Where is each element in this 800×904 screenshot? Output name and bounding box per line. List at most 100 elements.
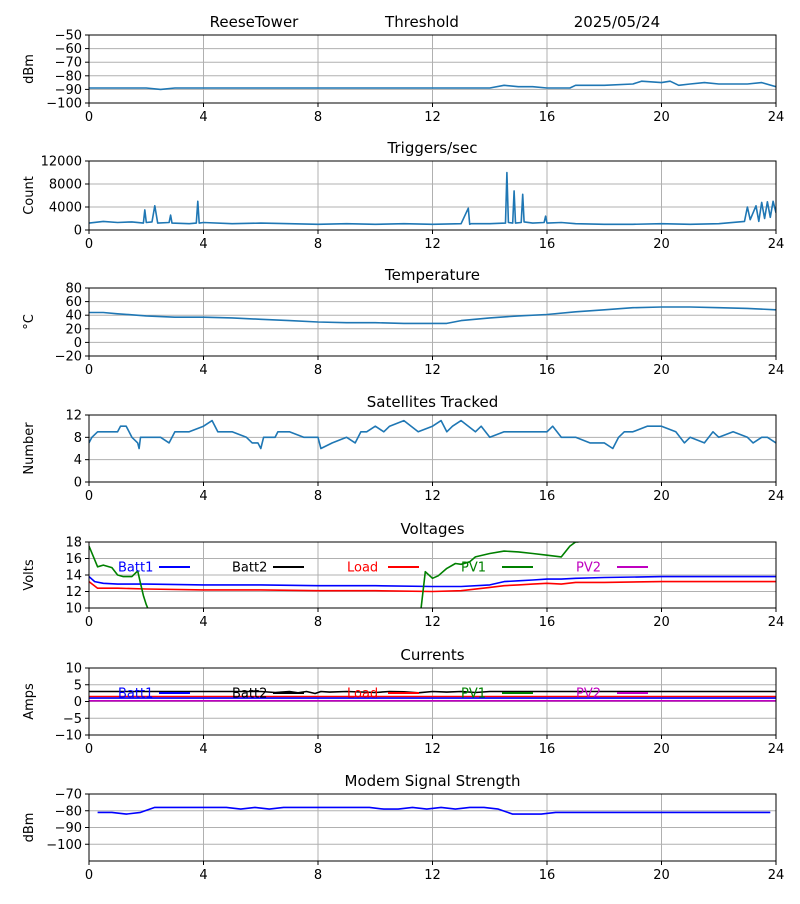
x-tick-label: 12 bbox=[424, 363, 441, 378]
x-tick-label: 0 bbox=[85, 363, 93, 378]
y-tick-label: 12000 bbox=[41, 155, 82, 170]
y-tick-label: −70 bbox=[55, 56, 82, 71]
y-axis-label: Count bbox=[22, 176, 37, 215]
legend-label-pv1: PV1 bbox=[461, 561, 486, 576]
y-tick-label: −100 bbox=[46, 97, 82, 112]
x-tick-label: 0 bbox=[85, 237, 93, 252]
x-tick-label: 0 bbox=[85, 110, 93, 125]
y-axis-label: Amps bbox=[22, 683, 37, 720]
y-tick-label: 8000 bbox=[49, 178, 82, 193]
y-tick-label: 8 bbox=[74, 431, 82, 446]
x-tick-label: 12 bbox=[424, 237, 441, 252]
x-tick-label: 4 bbox=[199, 615, 207, 630]
series-line-data bbox=[89, 419, 776, 450]
x-tick-label: 12 bbox=[424, 110, 441, 125]
y-tick-label: −70 bbox=[55, 788, 82, 803]
y-tick-label: 18 bbox=[65, 536, 82, 551]
x-tick-label: 0 bbox=[85, 742, 93, 757]
y-axis-label: Volts bbox=[22, 559, 37, 591]
y-tick-label: −90 bbox=[55, 821, 82, 836]
x-tick-label: 4 bbox=[199, 363, 207, 378]
y-tick-label: −20 bbox=[55, 350, 82, 365]
chart-modem: 0 4 8 12 16 20 24 −100 −90 −80−70 Modem Signal Str… bbox=[22, 772, 784, 883]
header-site: ReeseTower bbox=[210, 13, 300, 31]
series-line-pv1 bbox=[89, 545, 149, 608]
y-axis-label: dBm bbox=[22, 54, 37, 84]
x-tick-label: 8 bbox=[314, 237, 322, 252]
series-line-load bbox=[89, 580, 776, 593]
y-tick-label: −50 bbox=[55, 29, 82, 44]
x-tick-label: 20 bbox=[653, 489, 670, 504]
chart-title: Voltages bbox=[400, 520, 464, 538]
y-tick-label: −100 bbox=[46, 838, 82, 853]
series-line-pv1 bbox=[420, 542, 579, 608]
y-tick-label: −5 bbox=[63, 712, 82, 727]
chart-title: Modem Signal Strength bbox=[345, 772, 521, 790]
y-axis-label: Number bbox=[22, 422, 37, 475]
x-tick-label: 8 bbox=[314, 742, 322, 757]
y-tick-label: 4 bbox=[74, 453, 82, 468]
x-tick-label: 0 bbox=[85, 868, 93, 883]
header-label: Threshold bbox=[384, 13, 459, 31]
x-tick-label: 20 bbox=[653, 742, 670, 757]
x-tick-label: 8 bbox=[314, 489, 322, 504]
x-tick-label: 16 bbox=[539, 615, 556, 630]
x-tick-label: 16 bbox=[539, 110, 556, 125]
y-tick-label: 12 bbox=[65, 409, 82, 424]
chart-title: Triggers/sec bbox=[387, 139, 478, 157]
y-tick-label: 0 bbox=[74, 336, 82, 351]
legend-label-pv2: PV2 bbox=[576, 687, 601, 702]
series-line-data bbox=[89, 171, 776, 226]
x-tick-label: 4 bbox=[199, 237, 207, 252]
y-tick-label: 10 bbox=[65, 662, 82, 677]
y-tick-label: 0 bbox=[74, 476, 82, 491]
x-tick-label: 0 bbox=[85, 489, 93, 504]
x-tick-label: 8 bbox=[314, 868, 322, 883]
x-tick-label: 4 bbox=[199, 742, 207, 757]
x-tick-label: 16 bbox=[539, 237, 556, 252]
legend-label-batt1: Batt1 bbox=[118, 561, 153, 576]
y-tick-label: −60 bbox=[55, 42, 82, 57]
chart-title: Currents bbox=[400, 646, 464, 664]
x-tick-label: 24 bbox=[768, 868, 785, 883]
x-tick-label: 12 bbox=[424, 742, 441, 757]
x-tick-label: 4 bbox=[199, 868, 207, 883]
y-tick-label: 20 bbox=[65, 322, 82, 337]
x-tick-label: 20 bbox=[653, 237, 670, 252]
y-tick-label: −90 bbox=[55, 83, 82, 98]
x-tick-label: 16 bbox=[539, 742, 556, 757]
series-line-data bbox=[97, 806, 771, 815]
y-tick-label: 16 bbox=[65, 552, 82, 567]
x-tick-label: 24 bbox=[768, 363, 785, 378]
y-axis-label: dBm bbox=[22, 813, 37, 843]
chart-title: Satellites Tracked bbox=[367, 393, 498, 411]
x-tick-label: 4 bbox=[199, 489, 207, 504]
x-tick-label: 20 bbox=[653, 110, 670, 125]
x-tick-label: 24 bbox=[768, 489, 785, 504]
legend-label-batt2: Batt2 bbox=[232, 687, 267, 702]
x-tick-label: 12 bbox=[424, 868, 441, 883]
y-tick-label: 40 bbox=[65, 309, 82, 324]
y-tick-label: 10 bbox=[65, 602, 82, 617]
y-tick-label: 5 bbox=[74, 678, 82, 693]
x-tick-label: 8 bbox=[314, 615, 322, 630]
x-tick-label: 20 bbox=[653, 363, 670, 378]
y-tick-label: −10 bbox=[55, 729, 82, 744]
legend-label-load: Load bbox=[347, 687, 378, 702]
chart-title: Temperature bbox=[384, 266, 480, 284]
x-tick-label: 12 bbox=[424, 615, 441, 630]
x-tick-label: 24 bbox=[768, 237, 785, 252]
y-tick-label: 60 bbox=[65, 295, 82, 310]
series-line-batt1 bbox=[89, 575, 776, 588]
x-tick-label: 16 bbox=[539, 868, 556, 883]
x-tick-label: 12 bbox=[424, 489, 441, 504]
y-tick-label: 80 bbox=[65, 282, 82, 297]
y-tick-label: −80 bbox=[55, 804, 82, 819]
chart-satellites: 0 4 8 12 16 20 24 0 4 8 12 Satellites Tracked Number bbox=[22, 393, 784, 504]
x-tick-label: 24 bbox=[768, 742, 785, 757]
